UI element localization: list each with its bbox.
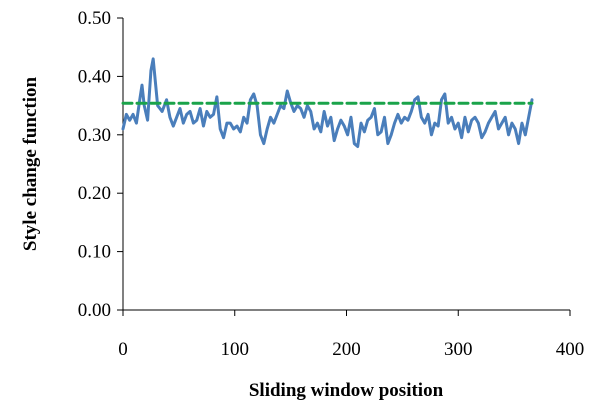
x-tick-label: 400 bbox=[556, 339, 585, 360]
y-tick-label: 0.10 bbox=[78, 242, 111, 263]
y-tick-label: 0.00 bbox=[78, 300, 111, 321]
style-change-series-line bbox=[121, 57, 534, 148]
series-layer bbox=[121, 57, 534, 148]
x-axis-ticks: 0 100 200 300 400 bbox=[118, 310, 584, 360]
x-tick-label: 100 bbox=[221, 339, 250, 360]
x-axis-title: Sliding window position bbox=[249, 380, 444, 401]
y-axis-title: Style change function bbox=[20, 76, 41, 251]
y-tick-label: 0.30 bbox=[78, 125, 111, 146]
y-axis-ticks: 0.00 0.10 0.20 0.30 0.40 0.50 bbox=[78, 8, 123, 321]
x-tick-label: 300 bbox=[444, 339, 473, 360]
y-tick-label: 0.40 bbox=[78, 66, 111, 87]
y-tick-label: 0.20 bbox=[78, 183, 111, 204]
x-tick-label: 200 bbox=[332, 339, 361, 360]
plot-area: 0.00 0.10 0.20 0.30 0.40 0.50 0 100 200 300 400 bbox=[78, 8, 585, 360]
y-tick-label: 0.50 bbox=[78, 8, 111, 29]
x-tick-label: 0 bbox=[118, 339, 128, 360]
